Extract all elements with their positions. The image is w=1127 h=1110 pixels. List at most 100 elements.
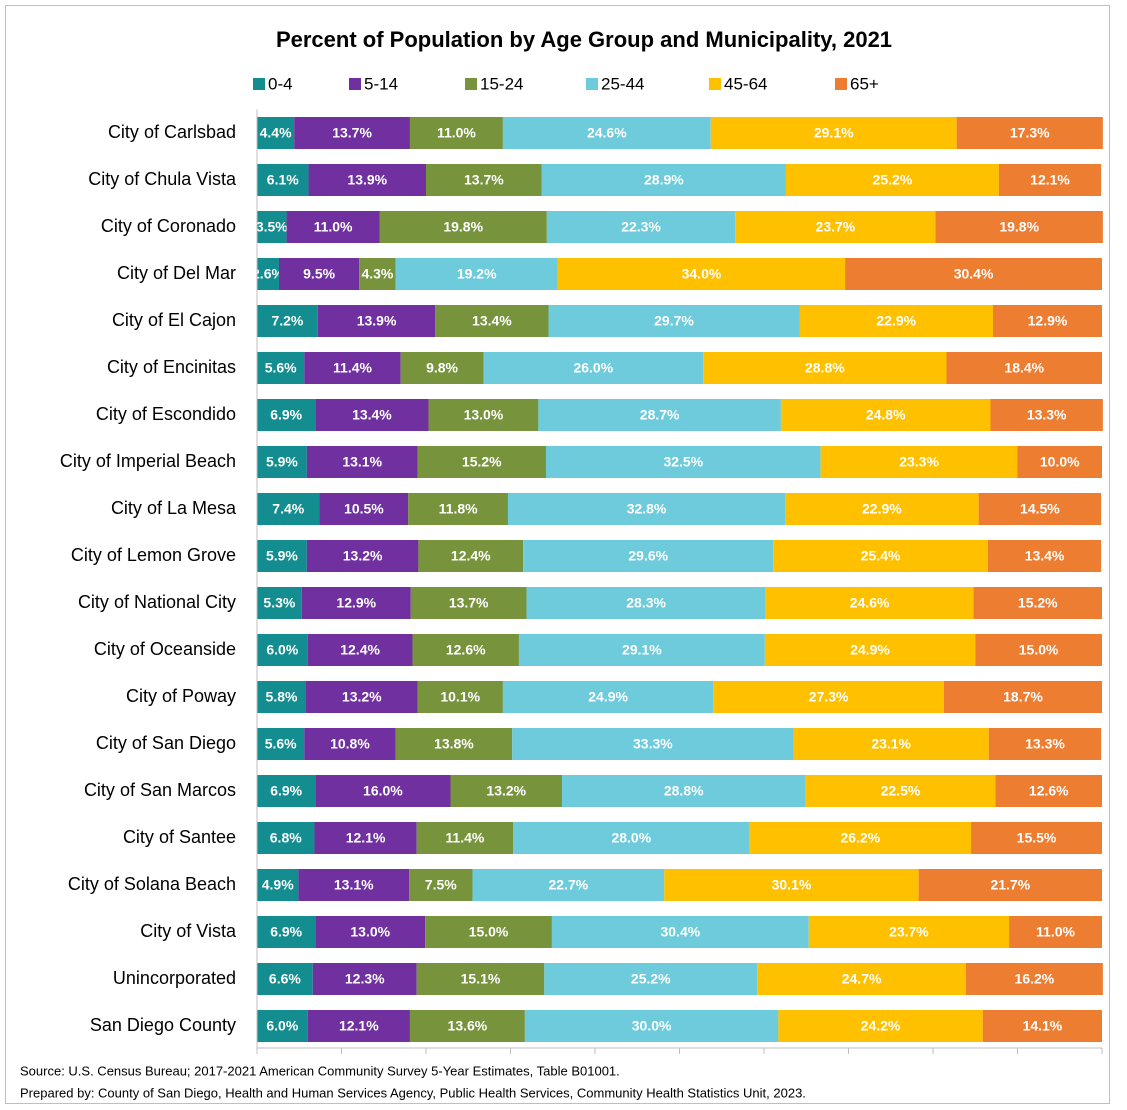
value-label: 15.5% [1017,830,1057,846]
bar-segment [935,211,1103,243]
prepared-note: Prepared by: County of San Diego, Health… [20,1085,806,1100]
bar-segment [450,775,563,807]
legend-label: 65+ [850,74,879,93]
category-label: City of Escondido [96,404,236,424]
value-label: 13.0% [464,407,504,423]
value-label: 16.2% [1015,971,1055,987]
bar-segment [307,634,413,666]
value-label: 12.6% [1029,783,1069,799]
value-label: 17.3% [1010,125,1050,141]
value-label: 6.9% [270,783,302,799]
value-label: 18.4% [1004,360,1044,376]
bar-segment [820,446,1018,478]
category-label: City of Lemon Grove [71,545,236,565]
bar-segment [257,211,287,243]
value-label: 25.2% [873,172,913,188]
bar-segment [946,352,1102,384]
value-label: 16.0% [363,783,403,799]
category-label: City of Coronado [101,216,236,236]
bar-segment [524,1010,779,1042]
legend-swatch [253,78,265,90]
category-label: City of San Marcos [84,780,236,800]
value-label: 32.5% [663,454,703,470]
bar-segment [507,493,786,525]
bar-segment [379,211,547,243]
value-label: 33.3% [633,736,673,752]
bar-segment [425,916,552,948]
value-label: 24.9% [850,642,890,658]
bar-segment [278,258,360,290]
bar-segment [257,352,305,384]
category-label: City of Carlsbad [108,122,236,142]
value-label: 30.0% [632,1018,672,1034]
value-label: 28.3% [626,595,666,611]
category-label: City of Vista [140,921,237,941]
value-label: 14.5% [1020,501,1060,517]
category-label: San Diego County [90,1015,236,1035]
value-label: 3.5% [256,219,288,235]
value-label: 13.4% [352,407,392,423]
bar-segment [409,117,503,149]
bar-segment [765,587,974,619]
bar-segment [257,399,316,431]
bar-segment [973,587,1102,619]
bar-segment [257,540,307,572]
value-label: 13.9% [357,313,397,329]
value-label: 34.0% [682,266,722,282]
legend-swatch [465,78,477,90]
value-label: 22.3% [621,219,661,235]
legend-swatch [349,78,361,90]
value-label: 21.7% [990,877,1030,893]
bar-segment [793,728,989,760]
bar-segment [773,540,988,572]
bar-segment [551,916,809,948]
bar-segment [319,493,409,525]
value-label: 25.2% [631,971,671,987]
bar-segment [418,540,524,572]
bar-segment [735,211,936,243]
bar-segment [294,117,410,149]
bar-segment [426,164,542,196]
bar-segment [757,963,966,995]
bar-segment [526,587,766,619]
value-label: 29.1% [622,642,662,658]
value-label: 32.8% [627,501,667,517]
value-label: 15.2% [462,454,502,470]
bar-segment [713,681,944,713]
value-label: 15.0% [469,924,509,940]
value-label: 23.7% [889,924,929,940]
value-label: 13.3% [1025,736,1065,752]
value-label: 13.8% [434,736,474,752]
value-label: 28.0% [611,830,651,846]
value-label: 10.0% [1040,454,1080,470]
value-label: 5.3% [263,595,295,611]
bar-segment [785,164,999,196]
legend-label: 25-44 [601,74,644,93]
value-label: 12.9% [336,595,376,611]
bar-segment [808,916,1010,948]
bar-segment [472,869,665,901]
value-label: 6.9% [270,407,302,423]
value-label: 12.1% [339,1018,379,1034]
value-label: 6.6% [269,971,301,987]
value-label: 30.4% [954,266,994,282]
bar-segment [971,822,1102,854]
value-label: 24.6% [587,125,627,141]
category-label: City of Oceanside [94,639,236,659]
value-label: 13.2% [342,689,382,705]
bar-segment [257,822,315,854]
value-label: 5.9% [266,548,298,564]
value-label: 24.6% [850,595,890,611]
category-label: City of El Cajon [112,310,236,330]
bar-segment [749,822,972,854]
bar-segment [502,681,714,713]
bar-segment [546,211,736,243]
category-label: City of Solana Beach [68,874,236,894]
bar-segment [780,399,991,431]
bar-segment [805,775,996,807]
value-label: 12.4% [451,548,491,564]
bar-segment [409,1010,525,1042]
bar-segment [764,634,976,666]
bar-segment [315,916,426,948]
